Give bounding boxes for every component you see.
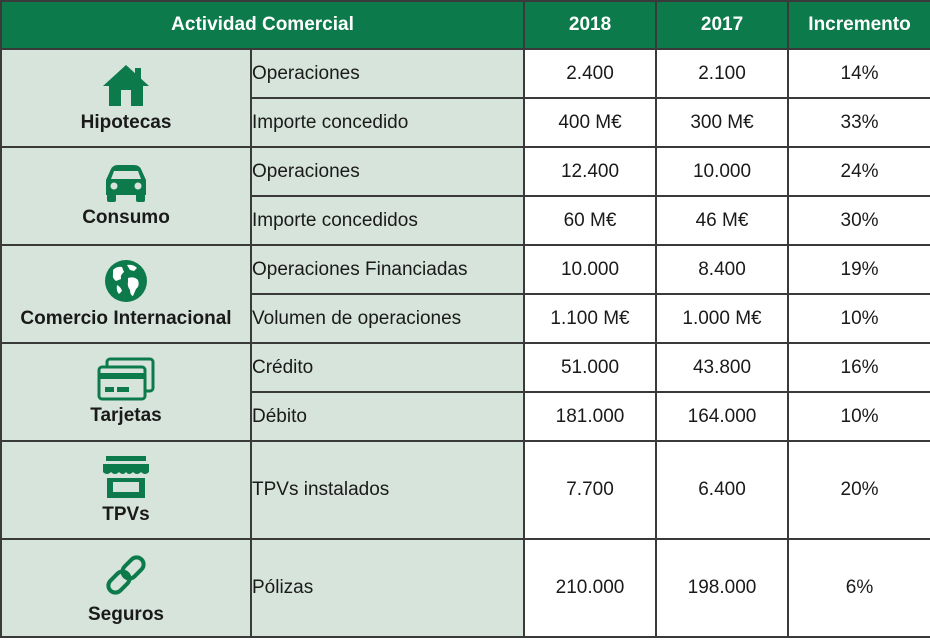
- value-increment: 24%: [787, 146, 930, 197]
- category-tpvs: TPVs: [0, 440, 252, 540]
- category-seguros: Seguros: [0, 538, 252, 638]
- row-label: Operaciones: [249, 48, 526, 99]
- house-icon: [103, 65, 149, 106]
- table-row: Tarjetas Crédito 51.000 43.800 16%: [0, 342, 930, 442]
- value-increment: 33%: [787, 97, 930, 148]
- category-label: Consumo: [82, 207, 170, 228]
- table-row: Importe concedidos 60 M€ 46 M€ 30%: [1, 195, 930, 246]
- value-increment: 19%: [787, 244, 930, 295]
- value-increment: 10%: [787, 391, 930, 442]
- header-2017: 2017: [655, 0, 790, 50]
- value-2018: 210.000: [523, 538, 658, 638]
- row-label: Pólizas: [249, 538, 526, 638]
- value-2017: 46 M€: [655, 195, 790, 246]
- value-2018: 10.000: [523, 244, 658, 295]
- value-2018: 7.700: [523, 440, 658, 540]
- value-2017: 8.400: [655, 244, 790, 295]
- value-2017: 164.000: [655, 391, 790, 442]
- globe-icon: [105, 260, 147, 302]
- row-label: TPVs instalados: [249, 440, 526, 540]
- category-label: Comercio Internacional: [20, 308, 232, 329]
- row-label: Débito: [249, 391, 526, 442]
- cards-icon: [97, 357, 155, 401]
- value-2018: 60 M€: [523, 195, 658, 246]
- value-2017: 198.000: [655, 538, 790, 638]
- category-label: Hipotecas: [80, 112, 172, 133]
- value-2017: 43.800: [655, 342, 790, 393]
- row-label: Operaciones: [249, 146, 526, 197]
- value-2018: 1.100 M€: [523, 293, 658, 344]
- header-row: Actividad Comercial 2018 2017 Incremento: [0, 0, 930, 50]
- store-icon: [103, 456, 149, 498]
- table-row: TPVs TPVs instalados 7.700 6.400 20%: [0, 440, 930, 540]
- value-2017: 2.100: [655, 48, 790, 99]
- value-increment: 30%: [787, 195, 930, 246]
- category-comercio-internacional: Comercio Internacional: [0, 244, 252, 344]
- car-icon: [106, 165, 146, 202]
- table-row: Comercio Internacional Operaciones Finan…: [0, 244, 930, 344]
- row-label: Crédito: [249, 342, 526, 393]
- header-2018: 2018: [523, 0, 658, 50]
- category-consumo: Consumo: [0, 146, 252, 246]
- value-increment: 6%: [787, 538, 930, 638]
- value-increment: 16%: [787, 342, 930, 393]
- chain-link-icon: [106, 555, 146, 595]
- value-2017: 10.000: [655, 146, 790, 197]
- category-hipotecas: Hipotecas: [0, 48, 252, 148]
- value-2017: 1.000 M€: [655, 293, 790, 344]
- row-label: Volumen de operaciones: [249, 293, 526, 344]
- category-label: Tarjetas: [90, 405, 162, 426]
- table-row: Consumo Operaciones 12.400 10.000 24%: [0, 146, 930, 246]
- value-increment: 10%: [787, 293, 930, 344]
- row-label: Importe concedidos: [249, 195, 526, 246]
- value-2018: 51.000: [523, 342, 658, 393]
- value-2018: 12.400: [523, 146, 658, 197]
- category-label: TPVs: [102, 504, 150, 525]
- header-increment: Incremento: [787, 0, 930, 50]
- value-2017: 6.400: [655, 440, 790, 540]
- table-row: Volumen de operaciones 1.100 M€ 1.000 M€…: [1, 293, 930, 344]
- category-tarjetas: Tarjetas: [0, 342, 252, 442]
- value-2017: 300 M€: [655, 97, 790, 148]
- table-row: Hipotecas Operaciones 2.400 2.100 14%: [0, 48, 930, 148]
- category-label: Seguros: [87, 604, 165, 625]
- value-increment: 14%: [787, 48, 930, 99]
- header-activity: Actividad Comercial: [0, 0, 526, 50]
- row-label: Operaciones Financiadas: [249, 244, 526, 295]
- table-row: Seguros Pólizas 210.000 198.000 6%: [0, 538, 930, 638]
- value-2018: 2.400: [523, 48, 658, 99]
- table-row: Importe concedido 400 M€ 300 M€ 33%: [1, 97, 930, 148]
- row-label: Importe concedido: [249, 97, 526, 148]
- value-2018: 181.000: [523, 391, 658, 442]
- value-2018: 400 M€: [523, 97, 658, 148]
- table-row: Débito 181.000 164.000 10%: [1, 391, 930, 442]
- value-increment: 20%: [787, 440, 930, 540]
